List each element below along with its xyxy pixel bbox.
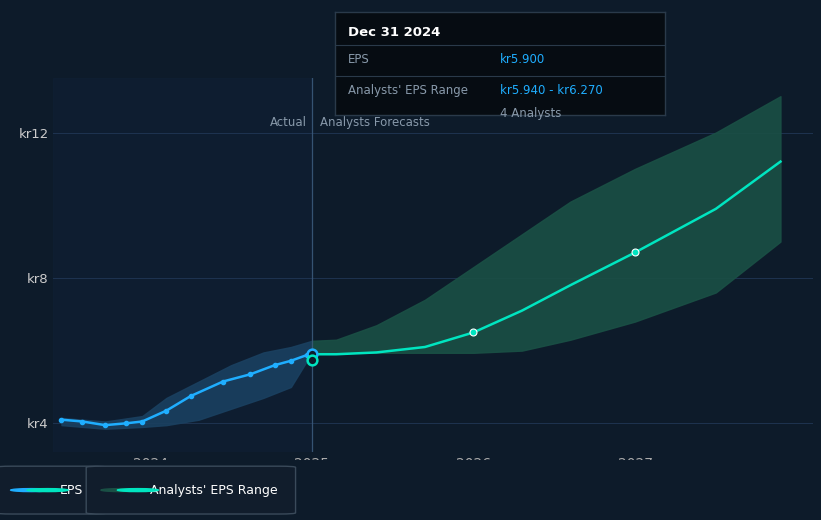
Text: Dec 31 2024: Dec 31 2024 bbox=[348, 27, 441, 40]
Circle shape bbox=[101, 489, 142, 491]
Circle shape bbox=[11, 489, 52, 491]
Text: Analysts Forecasts: Analysts Forecasts bbox=[320, 116, 430, 129]
Circle shape bbox=[117, 489, 158, 491]
FancyBboxPatch shape bbox=[86, 466, 296, 514]
Circle shape bbox=[27, 489, 68, 491]
Bar bbox=[53, 78, 312, 452]
Text: EPS: EPS bbox=[60, 484, 83, 497]
Text: Actual: Actual bbox=[270, 116, 307, 129]
Text: kr5.940 - kr6.270: kr5.940 - kr6.270 bbox=[500, 84, 603, 97]
FancyBboxPatch shape bbox=[0, 466, 107, 514]
Text: EPS: EPS bbox=[348, 53, 370, 66]
Text: Analysts' EPS Range: Analysts' EPS Range bbox=[150, 484, 277, 497]
Text: kr5.900: kr5.900 bbox=[500, 53, 545, 66]
Text: Analysts' EPS Range: Analysts' EPS Range bbox=[348, 84, 468, 97]
Text: 4 Analysts: 4 Analysts bbox=[500, 107, 562, 120]
